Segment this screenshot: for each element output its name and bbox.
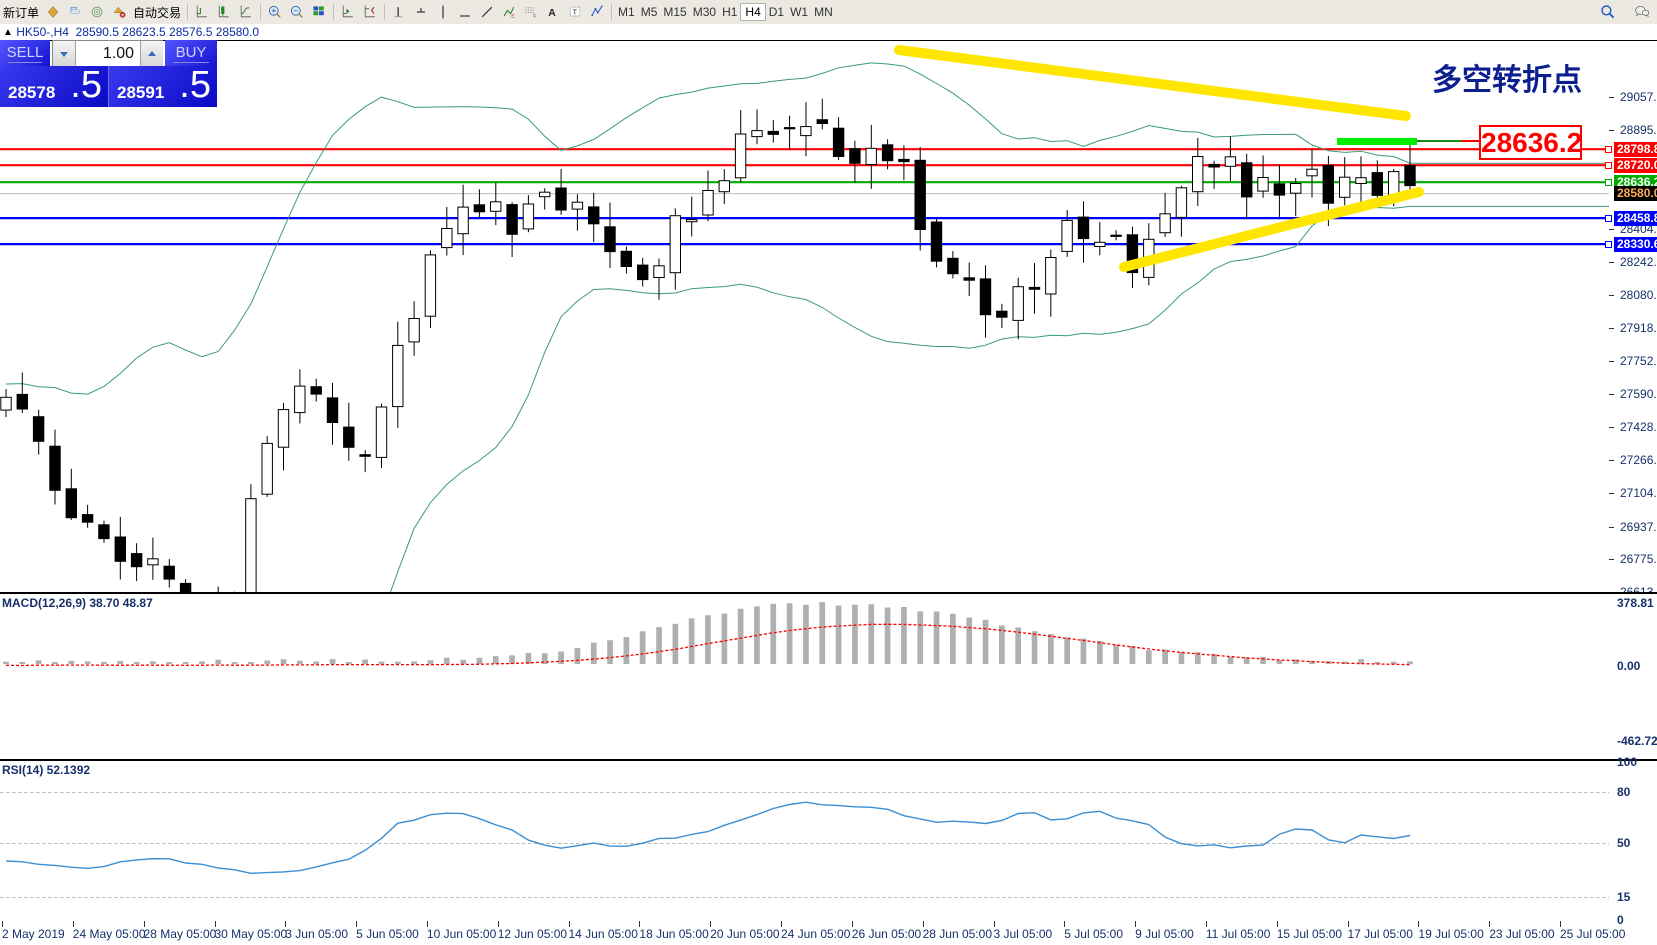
svg-text:E: E [511, 14, 514, 20]
svg-text:A: A [548, 8, 556, 19]
svg-text:F: F [533, 14, 536, 20]
svg-text:T: T [573, 7, 578, 16]
